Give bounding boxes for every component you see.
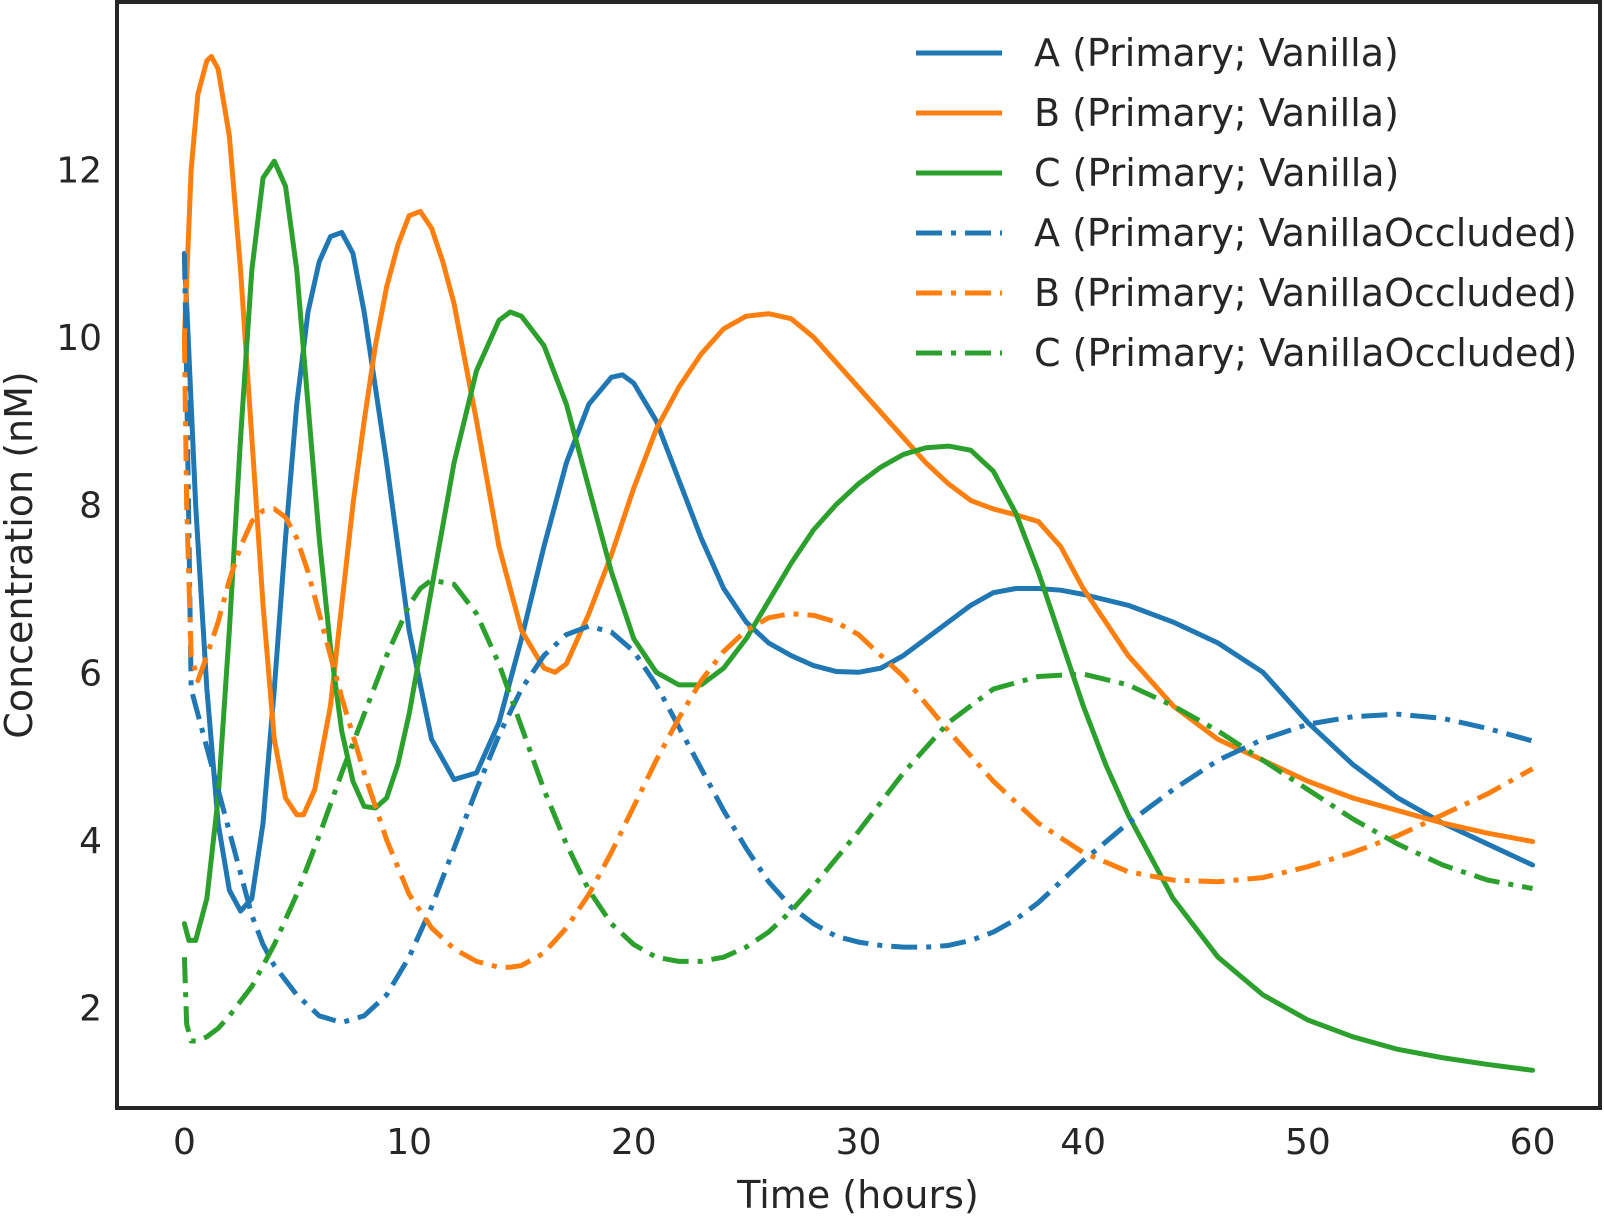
y-tick-label: 12 xyxy=(56,151,102,192)
x-axis-ticks: 0 10 20 30 40 50 60 xyxy=(173,1122,1556,1163)
legend: A (Primary; Vanilla) B (Primary; Vanilla)… xyxy=(916,31,1577,375)
x-tick-label: 60 xyxy=(1510,1122,1556,1163)
series-line-5 xyxy=(181,577,1534,1044)
plot-frame xyxy=(115,0,1602,1110)
y-tick-label: 4 xyxy=(79,821,102,862)
series-line-2 xyxy=(181,158,1536,1073)
y-tick-label: 8 xyxy=(79,486,102,527)
legend-label: A (Primary; Vanilla) xyxy=(1034,31,1399,75)
x-tick-label: 50 xyxy=(1285,1122,1331,1163)
x-tick-label: 30 xyxy=(836,1122,882,1163)
series-line-4 xyxy=(181,337,1534,970)
y-tick-label: 2 xyxy=(79,988,102,1029)
x-tick-label: 0 xyxy=(173,1122,196,1163)
series-line-1 xyxy=(181,53,1536,845)
x-tick-label: 20 xyxy=(611,1122,657,1163)
y-axis-ticks: 2 4 6 8 10 12 xyxy=(56,151,102,1030)
x-tick-label: 10 xyxy=(386,1122,432,1163)
y-axis-label: Concentration (nM) xyxy=(0,371,41,738)
legend-label: A (Primary; VanillaOccluded) xyxy=(1034,211,1577,255)
series-line-3 xyxy=(181,253,1534,1026)
x-axis-label: Time (hours) xyxy=(736,1173,979,1217)
legend-label: B (Primary; Vanilla) xyxy=(1034,91,1399,135)
series-lines xyxy=(181,53,1536,1073)
legend-label: C (Primary; VanillaOccluded) xyxy=(1034,331,1577,375)
x-tick-label: 40 xyxy=(1060,1122,1106,1163)
y-tick-label: 6 xyxy=(79,653,102,694)
y-tick-label: 10 xyxy=(56,318,102,359)
legend-label: C (Primary; Vanilla) xyxy=(1034,151,1399,195)
legend-label: B (Primary; VanillaOccluded) xyxy=(1034,271,1577,315)
